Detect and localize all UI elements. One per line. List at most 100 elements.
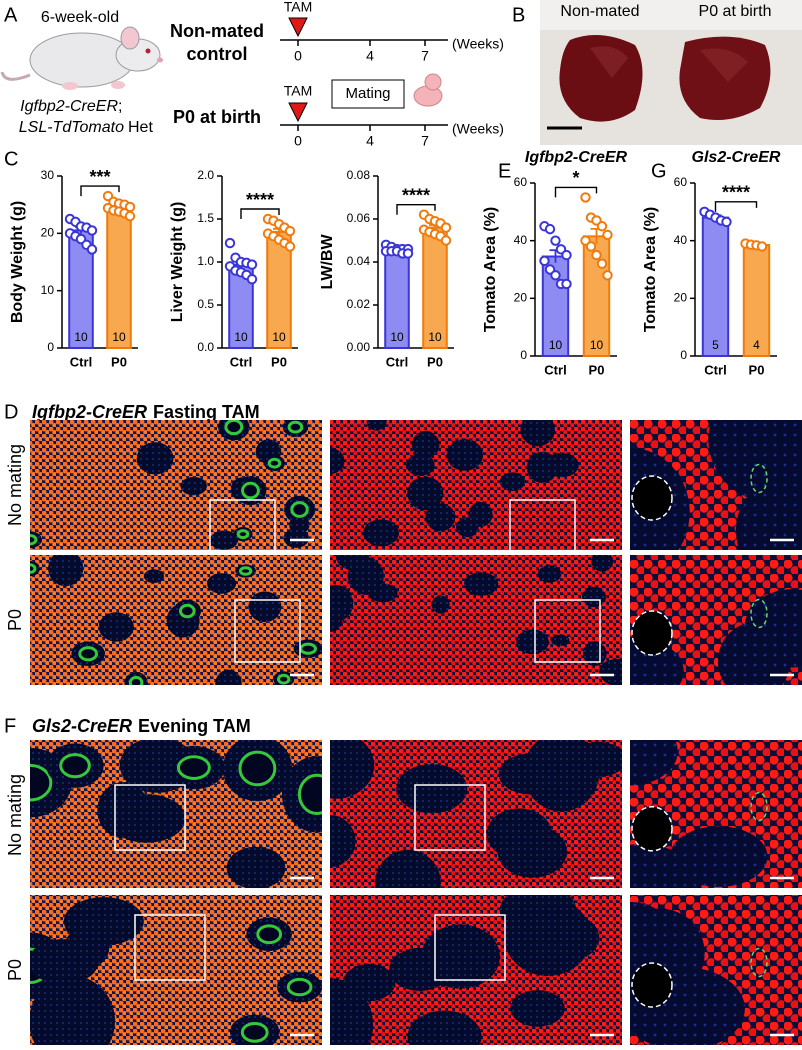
micrograph <box>630 555 802 685</box>
vessel-ring <box>290 501 309 518</box>
mating-label: Mating <box>345 85 390 102</box>
photo-label: Non-mated <box>560 3 639 20</box>
y-tick-label: 0.04 <box>347 254 371 268</box>
zoom-box <box>134 914 206 981</box>
y-axis-label: LW/BW <box>319 234 336 290</box>
y-tick-label: 20 <box>674 291 688 305</box>
dark-zone <box>463 572 499 596</box>
y-tick-label: 60 <box>674 175 688 189</box>
dark-zone <box>486 808 552 859</box>
x-tick-label: P0 <box>111 354 127 369</box>
dark-zone <box>582 586 606 607</box>
x-tick-label: P0 <box>749 362 765 377</box>
data-point <box>402 248 414 259</box>
dark-zone <box>630 740 678 786</box>
data-point <box>756 241 768 252</box>
vessel-ring <box>238 566 253 576</box>
significance-label: * <box>572 168 579 188</box>
data-point <box>86 225 98 236</box>
significance-label: **** <box>246 190 274 210</box>
panel-label: A <box>4 4 18 26</box>
data-point <box>440 235 452 246</box>
dark-zone <box>136 442 174 475</box>
significance-bracket <box>396 204 436 215</box>
vessel-ring <box>276 673 291 685</box>
dark-zone <box>226 846 286 888</box>
genotype: LSL-TdTomato <box>19 119 124 136</box>
vessel-ring <box>178 603 196 619</box>
vessel-outline <box>631 962 673 1008</box>
mouse-illustration <box>0 26 163 90</box>
y-tick-label: 0 <box>520 348 527 362</box>
group-label: Non-mated <box>170 21 264 41</box>
y-tick-label: 0.0 <box>197 340 214 354</box>
dark-zone <box>215 669 242 685</box>
dark-zone <box>499 472 525 492</box>
x-tick-label: P0 <box>589 362 605 377</box>
dark-zone <box>206 573 237 594</box>
n-label: 10 <box>272 330 286 344</box>
timeline-tick: 7 <box>421 48 429 64</box>
n-label: 10 <box>428 330 442 344</box>
data-point <box>561 278 572 290</box>
dark-zone <box>363 519 399 547</box>
y-axis-label: Body Weight (g) <box>9 201 26 323</box>
data-point <box>596 258 608 269</box>
y-axis-label: Tomato Area (%) <box>642 207 659 332</box>
dark-zone <box>98 612 134 642</box>
mouse-age: 6-week-old <box>41 9 119 26</box>
dark-zone <box>143 569 164 584</box>
tam-label: TAM <box>284 83 313 99</box>
dark-zone <box>330 447 345 475</box>
vessel-ring <box>297 773 322 815</box>
x-tick-label: Ctrl <box>70 354 92 369</box>
dark-zone <box>108 794 186 843</box>
y-tick-label: 20 <box>514 291 528 305</box>
significance-bracket <box>80 185 120 197</box>
vessel-ring <box>256 924 283 945</box>
data-point <box>585 241 597 252</box>
bar <box>742 243 771 357</box>
data-point <box>602 229 613 241</box>
liver-photo <box>540 0 802 145</box>
dark-zone <box>209 530 239 550</box>
x-tick-label: Ctrl <box>544 362 566 377</box>
micrograph <box>330 555 622 685</box>
dark-zone <box>396 764 468 814</box>
dark-zone <box>406 454 435 476</box>
row-label: P0 <box>5 959 25 981</box>
dark-zone <box>389 947 451 991</box>
group-label: control <box>187 44 248 64</box>
micrograph <box>330 420 622 550</box>
y-tick-label: 10 <box>41 283 55 297</box>
dark-zone <box>630 844 702 888</box>
data-point <box>284 241 296 252</box>
data-point <box>596 221 608 232</box>
dark-zone <box>407 1010 482 1045</box>
dark-zone <box>744 589 802 668</box>
dark-zone <box>516 629 549 655</box>
panel-title: Gls2-CreER Evening TAM <box>32 716 251 736</box>
dark-zone <box>407 476 444 511</box>
significance-label: **** <box>402 185 430 205</box>
dark-zone <box>30 975 115 1045</box>
y-tick-label: 2.0 <box>197 168 214 182</box>
y-tick-label: 20 <box>41 226 55 240</box>
dark-zone <box>368 583 398 603</box>
panel-label: D <box>4 401 18 423</box>
vessel-ring <box>30 763 53 802</box>
zoom-box <box>534 599 601 663</box>
dark-zone <box>520 420 556 447</box>
zoom-box <box>234 599 301 663</box>
timeline-tick: 4 <box>366 133 374 149</box>
group-label: P0 at birth <box>173 107 261 127</box>
y-tick-label: 60 <box>514 175 528 189</box>
timeline-tick: 7 <box>421 133 429 149</box>
dark-zone <box>283 528 310 548</box>
y-tick-label: 0.02 <box>347 297 371 311</box>
row-label: No mating <box>5 444 25 526</box>
y-tick-label: 0.08 <box>347 168 371 182</box>
n-label: 5 <box>712 338 719 352</box>
y-tick-label: 30 <box>41 168 55 182</box>
